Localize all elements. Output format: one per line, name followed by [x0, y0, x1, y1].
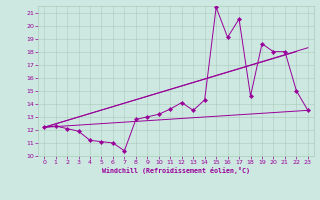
- X-axis label: Windchill (Refroidissement éolien,°C): Windchill (Refroidissement éolien,°C): [102, 167, 250, 174]
